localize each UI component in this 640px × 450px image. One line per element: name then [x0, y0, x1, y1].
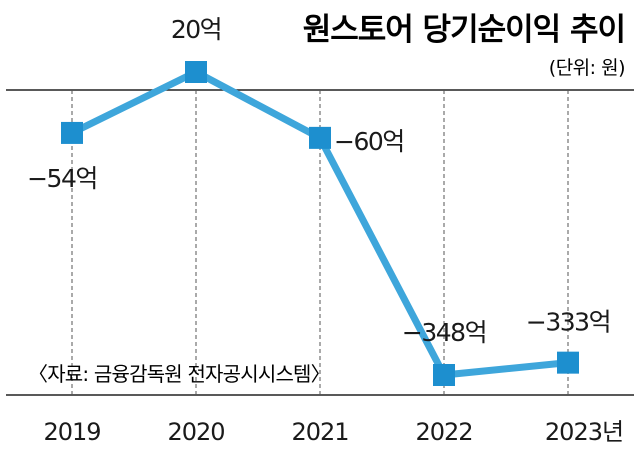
chart-title: 원스토어 당기순이익 추이: [303, 12, 625, 48]
x-tick-2: 2021: [291, 418, 348, 446]
marker-2019: [61, 121, 83, 144]
source-note: 〈자료: 금융감독원 전자공시시스템〉: [28, 362, 330, 386]
data-label-2021: −60억: [334, 127, 404, 156]
marker-2022: [433, 364, 455, 386]
marker-2023년: [557, 351, 579, 374]
x-tick-3: 2022: [415, 418, 472, 446]
x-tick-labels: 2019 2020 2021 2022 2023년: [43, 418, 624, 446]
marker-2021: [309, 126, 331, 149]
marker-2020: [185, 61, 207, 83]
x-tick-1: 2020: [167, 418, 224, 446]
unit-note: (단위: 원): [549, 57, 625, 79]
data-label-2022: −348억: [402, 318, 486, 347]
x-tick-4: 2023년: [545, 418, 623, 446]
markers: [61, 61, 579, 386]
data-label-2020: 20억: [171, 15, 221, 44]
data-label-2023년: −333억: [526, 308, 610, 337]
data-labels: −54억 20억 −60억 −348억 −333억: [27, 15, 611, 347]
data-label-2019: −54억: [27, 164, 97, 193]
x-tick-0: 2019: [43, 418, 100, 446]
